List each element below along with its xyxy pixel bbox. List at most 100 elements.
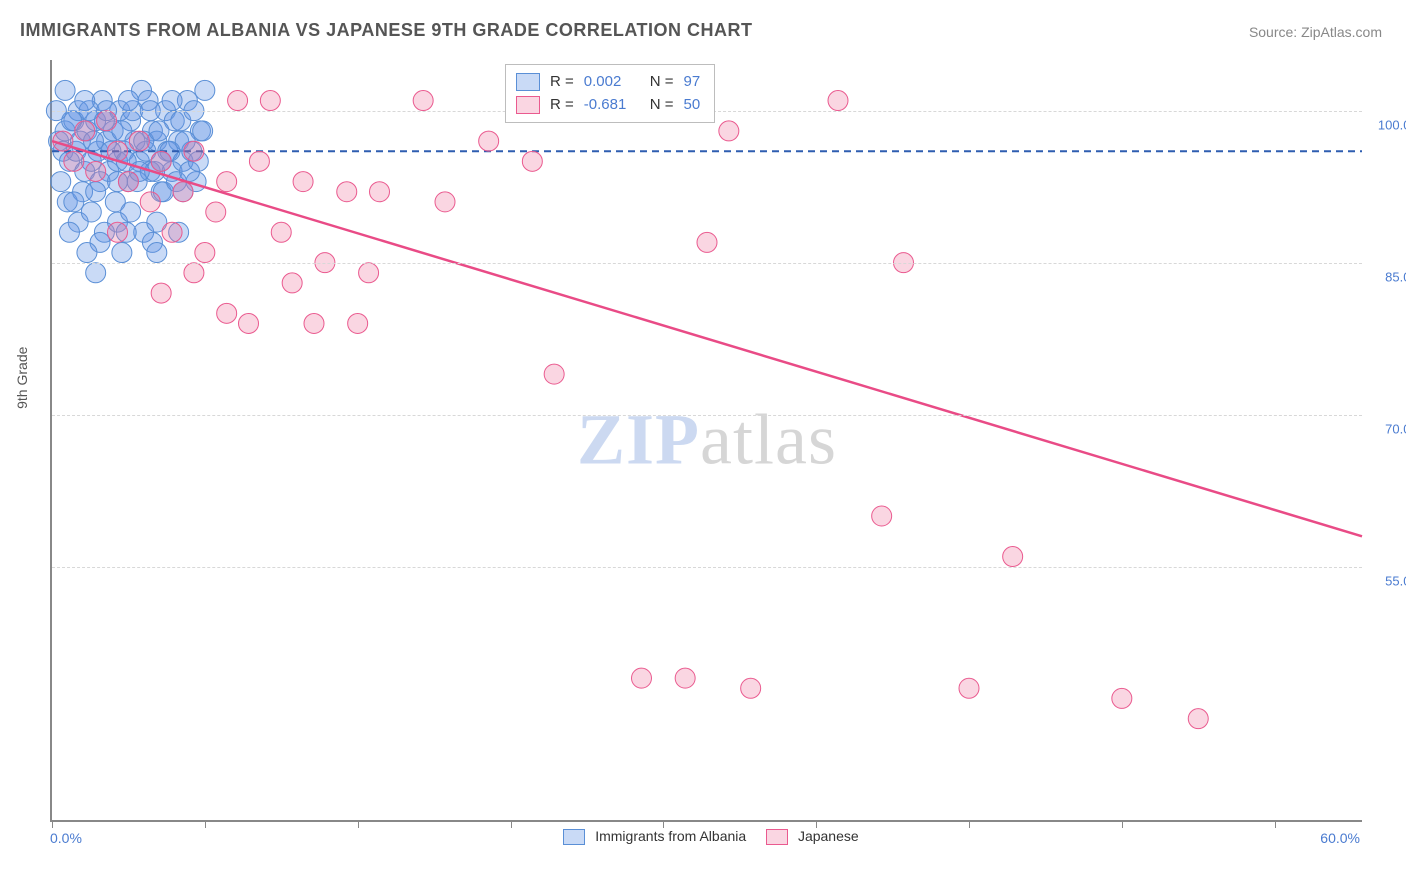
x-tick [1275,820,1276,828]
scatter-point [304,313,324,333]
x-tick [358,820,359,828]
x-tick [816,820,817,828]
scatter-point [86,182,106,202]
scatter-point [1003,547,1023,567]
scatter-point [228,91,248,111]
scatter-point [112,243,132,263]
scatter-point [206,202,226,222]
chart-title: IMMIGRANTS FROM ALBANIA VS JAPANESE 9TH … [20,20,753,41]
scatter-point [121,202,141,222]
scatter-point [51,172,71,192]
scatter-point [75,91,95,111]
y-tick-label: 70.0% [1385,421,1406,436]
scatter-point [195,80,215,100]
series-legend: Immigrants from Albania Japanese [0,828,1406,845]
scatter-point [86,263,106,283]
legend-row-series1: R = 0.002 N = 97 [516,71,700,94]
x-tick [663,820,664,828]
scatter-point [370,182,390,202]
scatter-point [162,222,182,242]
n-label-2: N = [650,94,674,117]
correlation-legend: R = 0.002 N = 97 R = -0.681 N = 50 [505,64,715,123]
scatter-point [55,80,75,100]
x-tick [1122,820,1123,828]
y-axis-title: 9th Grade [14,347,30,409]
scatter-point [260,91,280,111]
scatter-point [64,151,84,171]
scatter-point [1188,709,1208,729]
scatter-point [86,161,106,181]
scatter-point [741,678,761,698]
gridline [52,567,1362,568]
r-label-1: R = [550,71,574,94]
scatter-point [435,192,455,212]
scatter-point [828,91,848,111]
n-label-1: N = [650,71,674,94]
plot-area: ZIPatlas 100.0%85.0%70.0%55.0% [50,60,1362,822]
scatter-point [59,222,79,242]
n-value-1: 97 [684,71,701,94]
scatter-point [1112,688,1132,708]
legend-row-series2: R = -0.681 N = 50 [516,94,700,117]
scatter-svg [52,60,1362,820]
source-attribution: Source: ZipAtlas.com [1249,24,1382,40]
scatter-point [151,283,171,303]
scatter-point [522,151,542,171]
scatter-point [959,678,979,698]
scatter-point [195,243,215,263]
x-tick [52,820,53,828]
x-tick [511,820,512,828]
scatter-point [413,91,433,111]
scatter-point [337,182,357,202]
scatter-point [97,111,117,131]
scatter-point [147,243,167,263]
scatter-point [271,222,291,242]
scatter-point [64,192,84,212]
gridline [52,415,1362,416]
scatter-point [151,151,171,171]
y-tick-label: 100.0% [1378,117,1406,132]
legend-label-2: Japanese [798,828,859,844]
x-tick [205,820,206,828]
swatch-series1 [516,73,540,91]
scatter-point [129,131,149,151]
scatter-point [697,232,717,252]
scatter-point [162,91,182,111]
scatter-point [359,263,379,283]
scatter-point [632,668,652,688]
scatter-point [193,121,213,141]
trend-line [52,141,1362,536]
swatch-bottom-series2 [766,829,788,845]
scatter-point [75,121,95,141]
r-value-1: 0.002 [584,71,640,94]
scatter-point [140,192,160,212]
scatter-point [108,222,128,242]
scatter-point [249,151,269,171]
scatter-point [173,182,193,202]
scatter-point [872,506,892,526]
scatter-point [184,263,204,283]
scatter-point [118,91,138,111]
scatter-point [282,273,302,293]
scatter-point [675,668,695,688]
scatter-point [118,172,138,192]
scatter-point [149,121,169,141]
scatter-point [544,364,564,384]
swatch-series2 [516,96,540,114]
scatter-point [293,172,313,192]
scatter-point [479,131,499,151]
scatter-point [217,303,237,323]
scatter-point [77,243,97,263]
swatch-bottom-series1 [563,829,585,845]
legend-label-1: Immigrants from Albania [595,828,746,844]
scatter-point [719,121,739,141]
x-tick [969,820,970,828]
r-label-2: R = [550,94,574,117]
y-tick-label: 85.0% [1385,269,1406,284]
scatter-point [239,313,259,333]
scatter-point [81,202,101,222]
gridline [52,263,1362,264]
scatter-point [217,172,237,192]
r-value-2: -0.681 [584,94,640,117]
scatter-point [184,141,204,161]
